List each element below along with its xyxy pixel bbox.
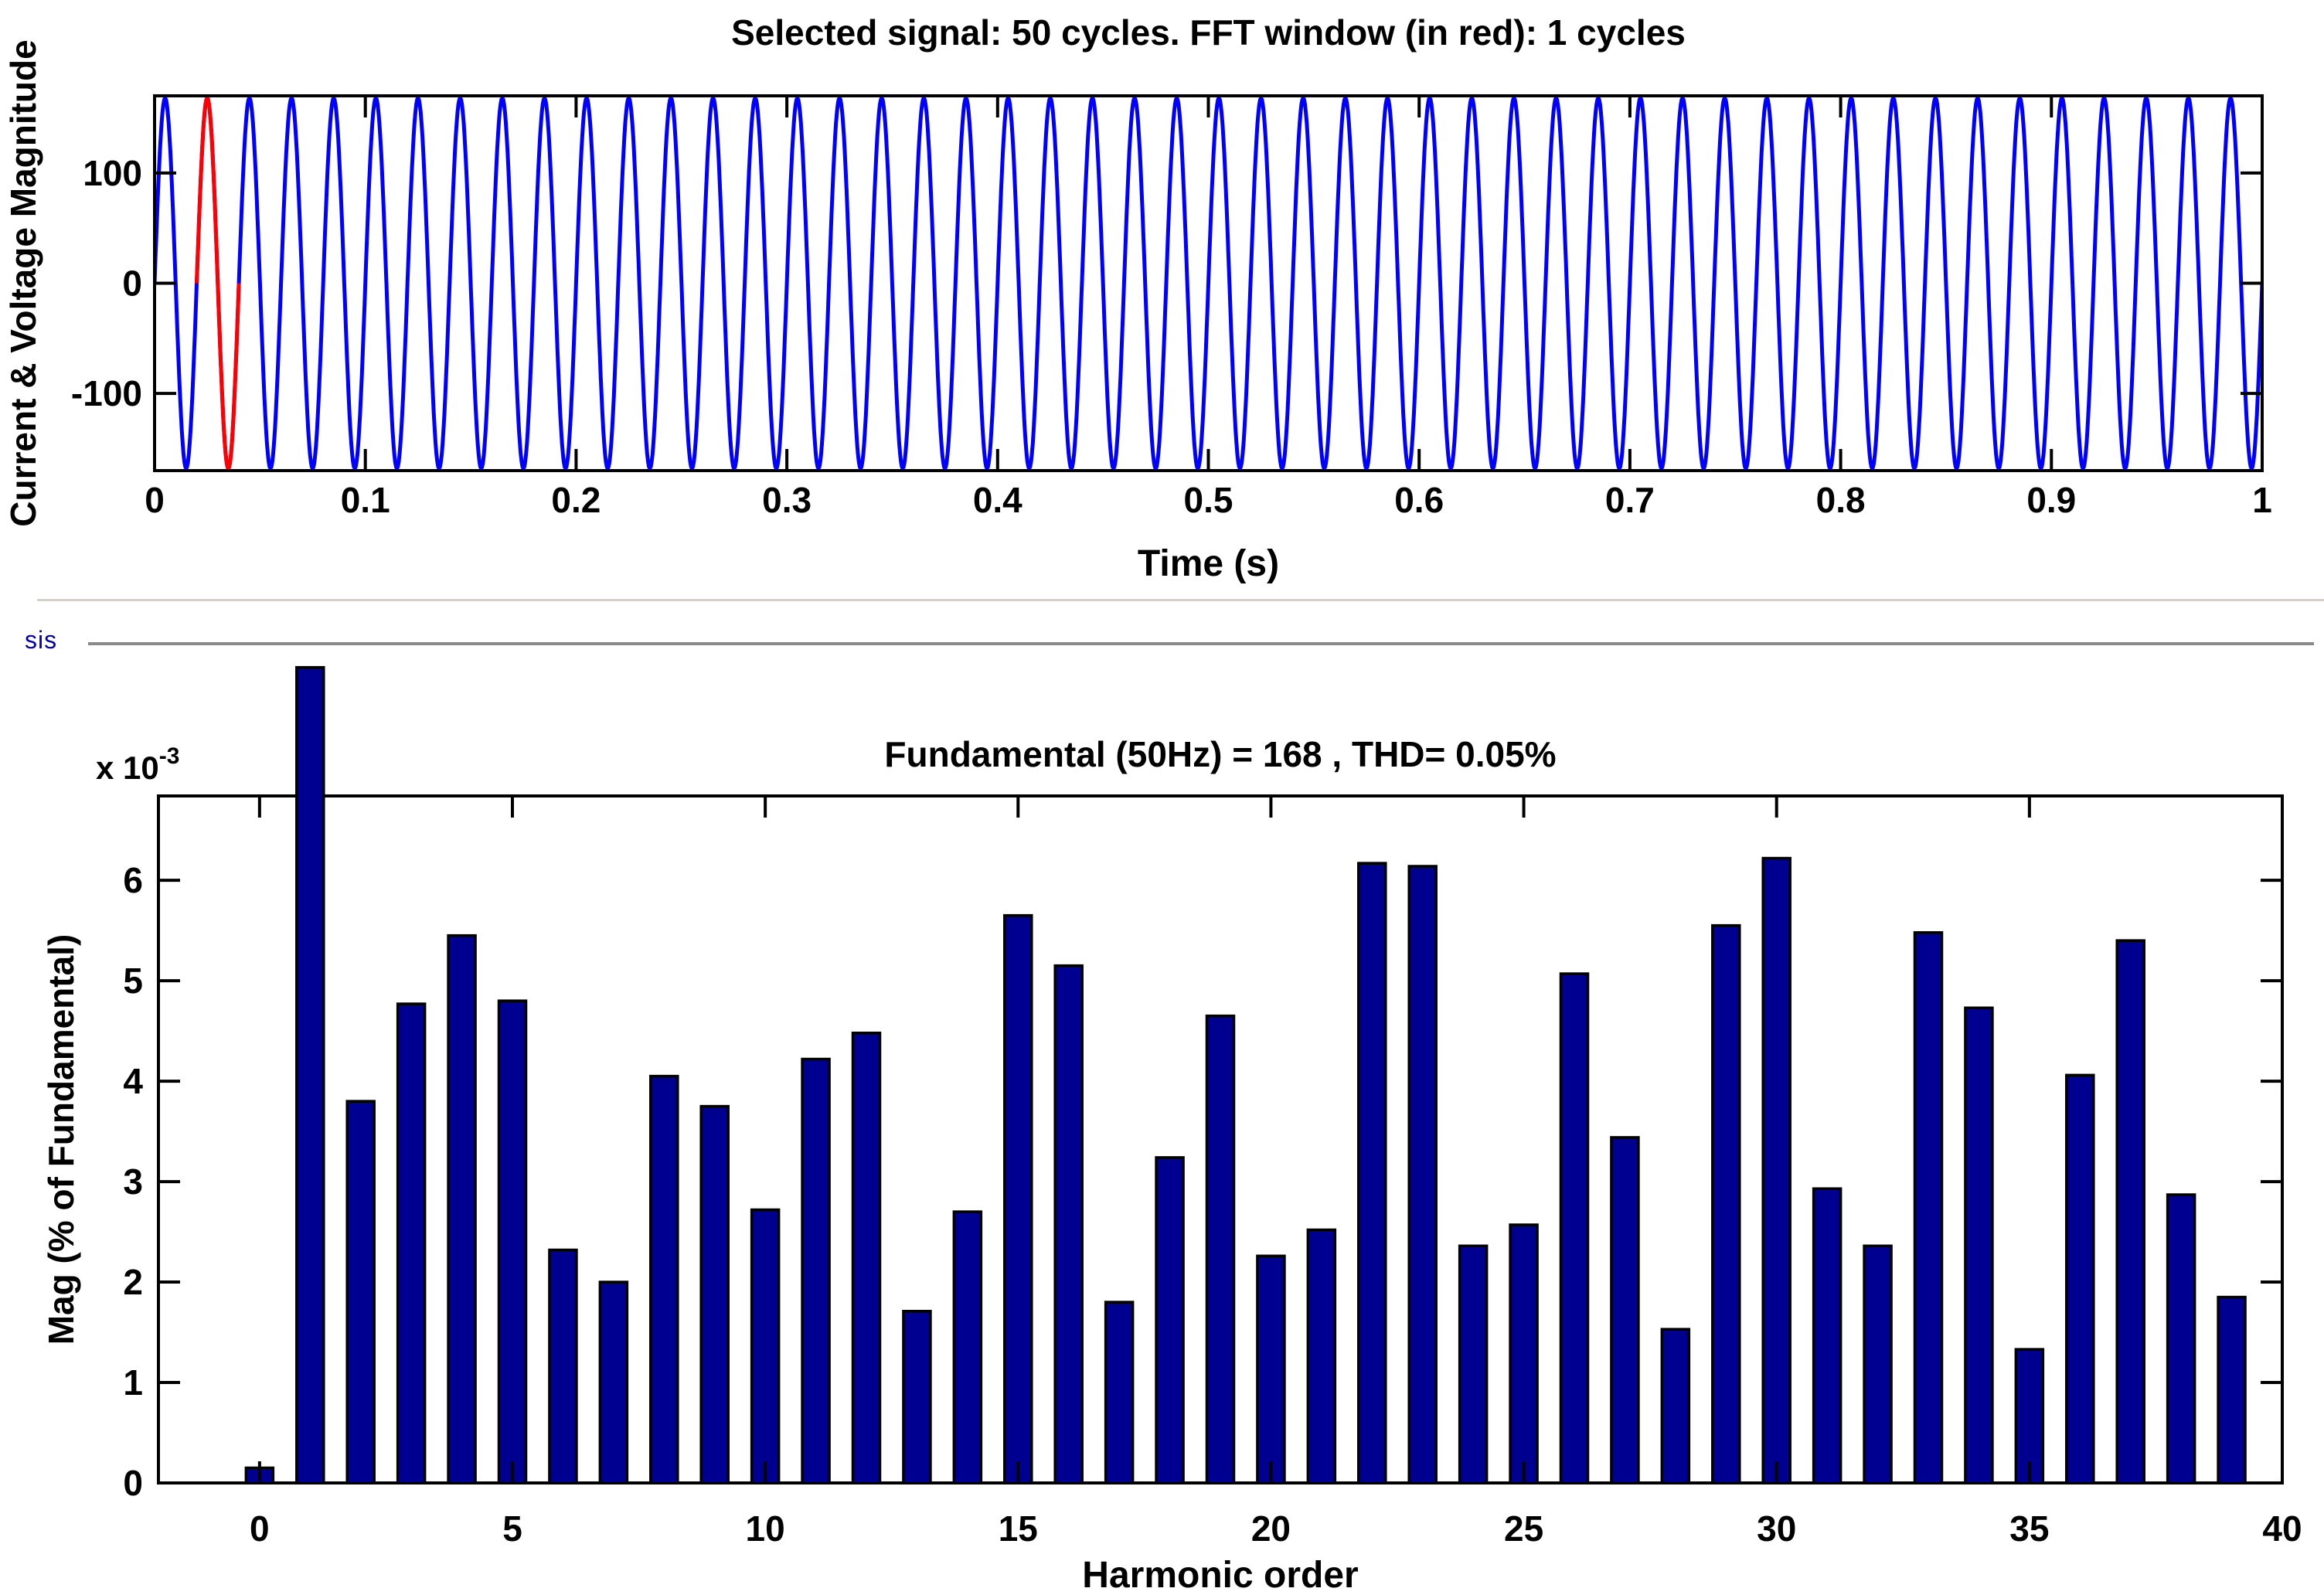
panel-title-rule	[88, 642, 2314, 645]
panel-separator	[37, 599, 2324, 601]
fft-bars	[244, 665, 2247, 1484]
fft-plot-title: Fundamental (50Hz) = 168 , THD= 0.05%	[884, 734, 1556, 774]
fft-xaxis-label: Harmonic order	[1082, 1555, 1358, 1595]
signal-plot-title: Selected signal: 50 cycles. FFT window (…	[731, 12, 1686, 53]
x-tick-label: 0.5	[1184, 480, 1233, 520]
x-tick-label: 0.2	[551, 480, 601, 520]
bar-harmonic-16	[1053, 964, 1084, 1484]
bar-harmonic-38	[2166, 1193, 2196, 1484]
fft-yaxis-label: Mag (% of Fundamental)	[41, 934, 81, 1345]
bar-harmonic-39	[2217, 1295, 2247, 1484]
y-tick-label: -100	[71, 373, 142, 413]
y-tick-label: 1	[123, 1362, 143, 1403]
fft-bar-chart: 0 1 2 3 4 5 6 0 5 10 15 20 25 30 35 40 Fundamental (50Hz…	[41, 665, 2302, 1595]
y-tick-label: 6	[123, 860, 143, 900]
y-tick-label: 100	[83, 153, 142, 193]
y-tick-label: 2	[123, 1262, 143, 1302]
bar-harmonic-36	[2065, 1073, 2095, 1484]
bar-harmonic-24	[1458, 1244, 1489, 1484]
bar-harmonic-17	[1104, 1301, 1135, 1484]
y-tick-label: 3	[123, 1161, 143, 1202]
bar-harmonic-8	[649, 1074, 679, 1484]
bar-harmonic-33	[1913, 931, 1944, 1484]
x-tick-label: 0.4	[973, 480, 1022, 520]
x-tick-label: 25	[1504, 1508, 1543, 1549]
bar-harmonic-19	[1205, 1014, 1236, 1484]
bar-harmonic-22	[1357, 862, 1387, 1484]
bar-harmonic-23	[1407, 865, 1438, 1484]
y-tick-label: 0	[123, 1463, 143, 1503]
x-tick-label: 0.8	[1816, 480, 1866, 520]
x-tick-label: 0	[250, 1508, 270, 1549]
signal-waveform	[155, 96, 2262, 471]
bar-harmonic-37	[2115, 939, 2145, 1484]
bar-harmonic-9	[699, 1104, 730, 1484]
bar-harmonic-25	[1509, 1223, 1539, 1484]
x-tick-label: 0	[145, 480, 165, 520]
y-scale-exponent: x 10-3	[96, 743, 179, 786]
y-tick-label: 5	[123, 961, 143, 1001]
panel-title: sis	[22, 626, 61, 655]
bar-harmonic-34	[1964, 1006, 1994, 1484]
x-tick-label: 1	[2252, 480, 2272, 520]
x-tick-label: 0.9	[2026, 480, 2076, 520]
bar-harmonic-3	[396, 1002, 427, 1484]
bar-harmonic-20	[1256, 1254, 1286, 1484]
bar-harmonic-28	[1660, 1328, 1691, 1484]
bar-harmonic-4	[447, 934, 477, 1484]
y-tick-label: 4	[123, 1061, 143, 1101]
bar-harmonic-6	[548, 1248, 578, 1484]
x-tick-label: 5	[502, 1508, 522, 1549]
bar-harmonic-2	[345, 1100, 376, 1484]
bar-harmonic-7	[598, 1280, 629, 1484]
x-tick-label: 10	[746, 1508, 785, 1549]
bar-harmonic-12	[851, 1031, 882, 1484]
signal-plot: 100 0 -100 0 0.1 0.2 0.3 0.4 0.5 0.6 0.7 0.8 0.9 1 Sel…	[3, 12, 2272, 584]
x-tick-label: 0.1	[341, 480, 390, 520]
bar-harmonic-5	[497, 999, 528, 1484]
x-tick-label: 30	[1757, 1508, 1796, 1549]
bar-harmonic-14	[952, 1210, 983, 1484]
y-tick-label: 0	[122, 264, 142, 304]
bar-harmonic-32	[1863, 1244, 1893, 1484]
bar-harmonic-15	[1003, 913, 1033, 1484]
bar-harmonic-21	[1306, 1228, 1337, 1484]
bar-harmonic-35	[2014, 1348, 2045, 1484]
bar-harmonic-11	[801, 1057, 831, 1484]
bar-harmonic-10	[750, 1208, 781, 1484]
bar-harmonic-1	[295, 665, 325, 1484]
x-tick-label: 15	[999, 1508, 1038, 1549]
x-tick-label: 20	[1251, 1508, 1291, 1549]
bar-harmonic-31	[1812, 1187, 1843, 1484]
bar-harmonic-27	[1610, 1136, 1640, 1484]
bar-harmonic-13	[902, 1310, 932, 1484]
x-tick-label: 0.6	[1394, 480, 1444, 520]
signal-xaxis-label: Time (s)	[1138, 543, 1279, 584]
bar-harmonic-30	[1761, 856, 1791, 1484]
fft-window-highlight	[195, 96, 241, 471]
signal-yaxis-label: Current & Voltage Magnitude	[3, 39, 43, 526]
bar-harmonic-29	[1711, 923, 1741, 1484]
x-tick-label: 0.3	[762, 480, 812, 520]
x-tick-label: 35	[2009, 1508, 2049, 1549]
bar-harmonic-26	[1559, 972, 1590, 1484]
x-tick-label: 0.7	[1605, 480, 1655, 520]
bar-harmonic-18	[1155, 1156, 1185, 1484]
x-tick-label: 40	[2262, 1508, 2302, 1549]
